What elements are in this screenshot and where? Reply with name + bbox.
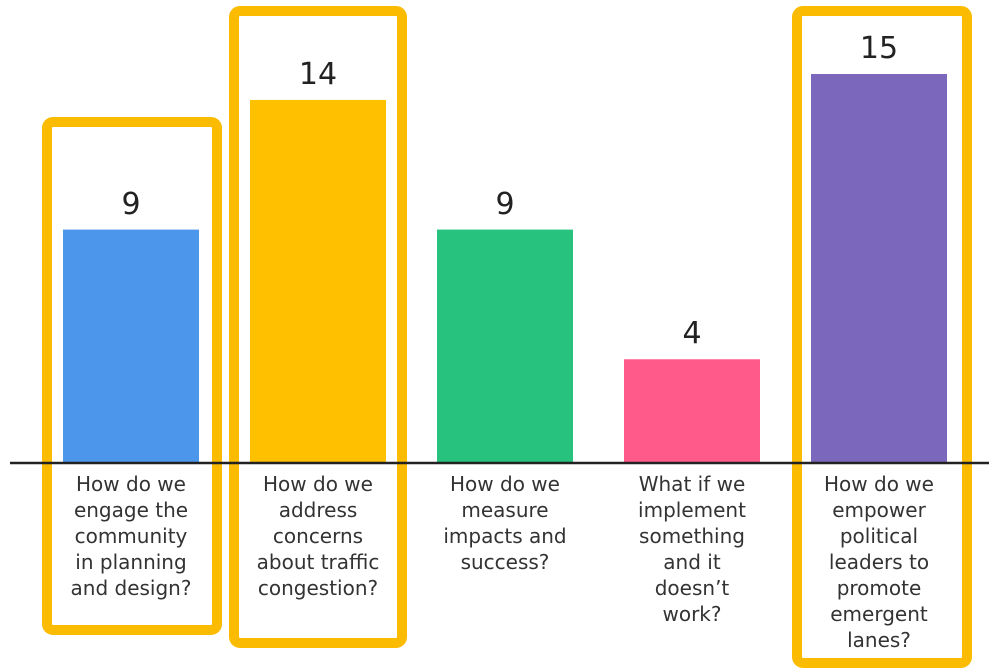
category-label-3: How do we measure impacts and success? [443, 472, 567, 574]
bar-2 [250, 99, 386, 463]
value-label-5: 15 [859, 31, 899, 66]
value-label-1: 9 [121, 186, 141, 222]
bar-4 [624, 359, 760, 463]
category-label-1: How do we engage the community in planni… [70, 472, 192, 600]
highlight-frame-5 [792, 6, 972, 668]
bar-5 [811, 74, 947, 463]
category-label-2: How do we address concerns about traffic… [256, 472, 380, 600]
highlight-frame-1 [42, 117, 222, 635]
bar-1 [63, 229, 199, 463]
highlight-frames [42, 6, 972, 668]
highlight-frame-2 [229, 6, 407, 648]
value-label-2: 14 [298, 56, 338, 92]
value-label-3: 9 [495, 186, 515, 222]
bar-group [63, 74, 947, 463]
category-label-4: What if we implement something and it do… [638, 472, 746, 626]
category-label-5: How do we empower political leaders to p… [824, 472, 934, 652]
bar-3 [437, 229, 573, 463]
value-label-4: 4 [682, 316, 702, 352]
